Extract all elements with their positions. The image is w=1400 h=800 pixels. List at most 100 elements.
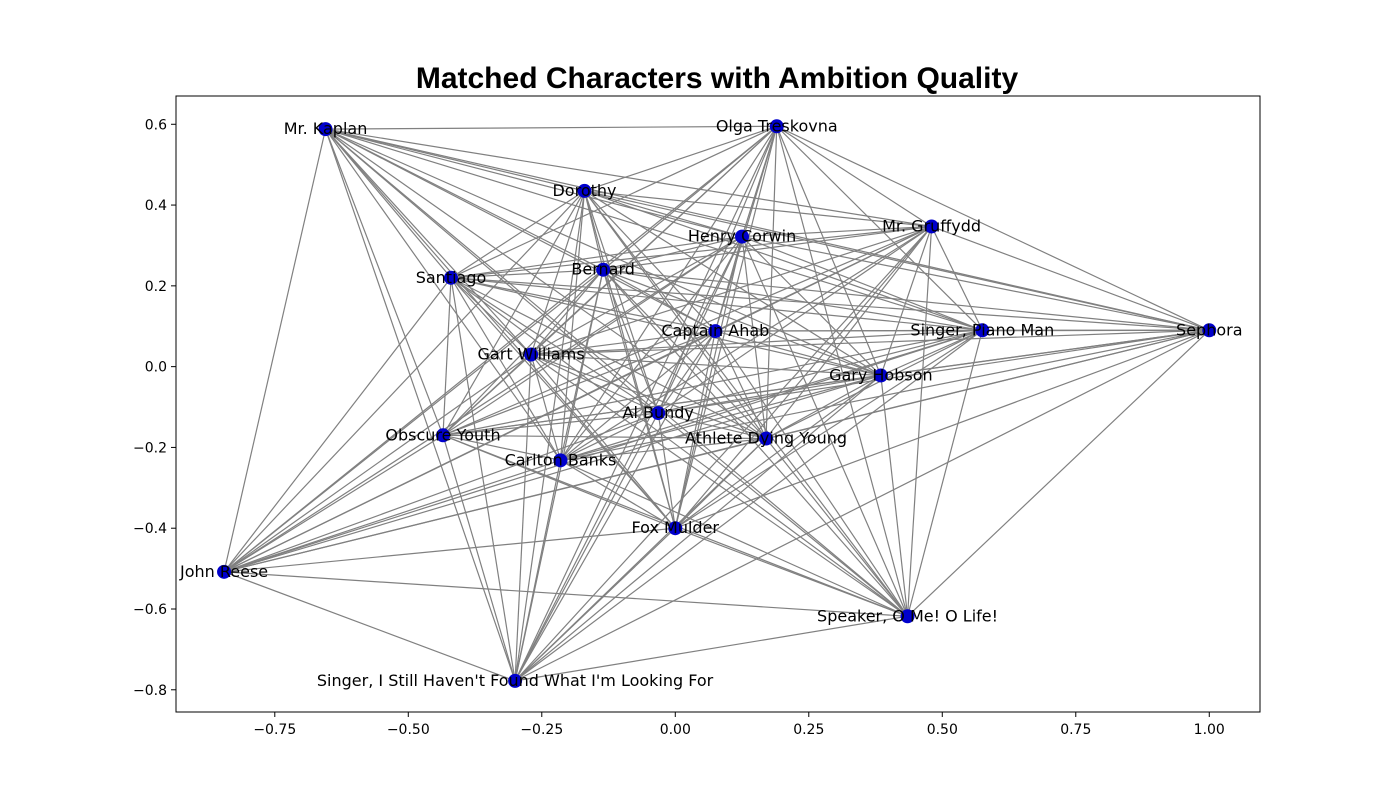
- node-label-athlete-dying-young: Athlete Dying Young: [685, 429, 847, 448]
- edge-carlton-banks--fox-mulder: [560, 459, 676, 529]
- edge-singer-piano-man--gart-williams: [531, 329, 983, 356]
- edge-gary-hobson--singer-i-still-haven-t-found-what-i-m-looking-for: [514, 375, 882, 682]
- edge-bernard--sephora: [603, 269, 1210, 331]
- node-dorothy: [577, 183, 592, 198]
- edge-bernard--john-reese: [223, 269, 604, 573]
- edge-henry-corwin--fox-mulder: [674, 236, 743, 529]
- x-tick-label: 0.00: [660, 722, 691, 738]
- node-layer: [217, 119, 1217, 688]
- edge-singer-piano-man--john-reese: [223, 329, 983, 573]
- edge-mr-kaplan--henry-corwin: [325, 128, 743, 238]
- node-label-john-reese: John Reese: [179, 562, 268, 581]
- edge-henry-corwin--singer-piano-man: [741, 236, 983, 331]
- edge-bernard--gary-hobson: [602, 269, 882, 377]
- edge-obscure-youth--carlton-banks: [442, 434, 561, 461]
- edge-singer-piano-man--carlton-banks: [560, 329, 983, 461]
- edge-olga-treskovna--singer-i-still-haven-t-found-what-i-m-looking-for: [514, 126, 778, 682]
- y-axis: 0.6 0.4 0.2 0.0 −0.2 −0.4 −0.6 −0.8: [133, 117, 176, 699]
- node-henry-corwin: [735, 229, 750, 244]
- edge-bernard--singer-piano-man: [603, 269, 983, 331]
- node-fox-mulder: [668, 521, 683, 536]
- y-tick-label: −0.4: [133, 521, 167, 537]
- edge-mr-gruffydd--athlete-dying-young: [765, 226, 933, 439]
- edge-henry-corwin--gary-hobson: [741, 236, 882, 376]
- edge-olga-treskovna--john-reese: [223, 125, 778, 573]
- edge-gart-williams--singer-i-still-haven-t-found-what-i-m-looking-for: [514, 354, 532, 681]
- edge-singer-piano-man--obscure-youth: [442, 329, 983, 436]
- node-label-bernard: Bernard: [571, 260, 635, 279]
- edge-sephora--singer-i-still-haven-t-found-what-i-m-looking-for: [514, 329, 1210, 682]
- edge-mr-kaplan--mr-gruffydd: [325, 128, 932, 228]
- node-mr-kaplan: [318, 122, 333, 137]
- node-gary-hobson: [873, 368, 888, 383]
- node-obscure-youth: [435, 428, 450, 443]
- edge-gary-hobson--carlton-banks: [560, 374, 882, 461]
- edge-mr-gruffydd--sephora: [931, 225, 1210, 331]
- edge-al-bundy--fox-mulder: [657, 413, 676, 529]
- edge-athlete-dying-young--carlton-banks: [560, 437, 767, 461]
- edge-santiago--captain-ahab: [450, 277, 716, 332]
- edge-olga-treskovna--dorothy: [584, 125, 777, 192]
- edge-mr-kaplan--olga-treskovna: [325, 125, 777, 130]
- node-label-fox-mulder: Fox Mulder: [632, 518, 720, 537]
- edge-singer-piano-man--gary-hobson: [880, 329, 983, 377]
- edge-bernard--captain-ahab: [602, 269, 716, 332]
- y-tick-label: −0.8: [133, 683, 167, 699]
- edge-gary-hobson--athlete-dying-young: [765, 374, 882, 440]
- node-label-obscure-youth: Obscure Youth: [385, 425, 500, 444]
- y-tick-label: 0.6: [145, 117, 167, 133]
- edge-dorothy--henry-corwin: [584, 190, 743, 238]
- x-axis: −0.75 −0.50 −0.25 0.00 0.25 0.50 0.75 1.00: [253, 712, 1225, 738]
- y-tick-label: −0.2: [133, 440, 167, 456]
- edge-al-bundy--obscure-youth: [442, 412, 659, 436]
- edge-dorothy--santiago: [450, 190, 585, 279]
- edge-gart-williams--fox-mulder: [530, 354, 676, 529]
- edge-bernard--obscure-youth: [442, 269, 604, 436]
- y-tick-label: −0.6: [133, 602, 167, 618]
- edge-fox-mulder--john-reese: [224, 527, 676, 573]
- node-singer-piano-man: [975, 323, 990, 338]
- edge-singer-piano-man--athlete-dying-young: [765, 329, 983, 440]
- node-label-sephora: Sephora: [1176, 320, 1242, 339]
- node-athlete-dying-young: [759, 431, 774, 446]
- edge-santiago--singer-i-still-haven-t-found-what-i-m-looking-for: [450, 277, 516, 681]
- edge-singer-piano-man--fox-mulder: [674, 329, 983, 529]
- edge-al-bundy--athlete-dying-young: [658, 412, 767, 440]
- node-bernard: [596, 262, 611, 277]
- edge-mr-gruffydd--speaker-o-me-o-life: [906, 226, 933, 617]
- edge-speaker-o-me-o-life--singer-i-still-haven-t-found-what-i-m-looking-for: [514, 615, 908, 682]
- edge-bernard--fox-mulder: [602, 269, 676, 529]
- edge-mr-kaplan--singer-i-still-haven-t-found-what-i-m-looking-for: [324, 128, 516, 682]
- edge-obscure-youth--athlete-dying-young: [442, 434, 767, 440]
- edge-olga-treskovna--mr-gruffydd: [776, 125, 932, 227]
- node-label-mr-kaplan: Mr. Kaplan: [284, 119, 368, 138]
- edge-sephora--speaker-o-me-o-life: [907, 329, 1210, 617]
- edge-mr-kaplan--john-reese: [223, 128, 327, 572]
- edge-gart-williams--athlete-dying-young: [530, 353, 767, 440]
- edge-olga-treskovna--speaker-o-me-o-life: [776, 126, 909, 617]
- node-label-speaker-o-me-o-life: Speaker, O Me! O Life!: [817, 606, 998, 625]
- edge-santiago--athlete-dying-young: [450, 277, 767, 440]
- y-tick-label: 0.0: [145, 360, 167, 376]
- chart-title: Matched Characters with Ambition Quality: [416, 62, 1019, 95]
- x-tick-label: −0.25: [520, 722, 563, 738]
- edge-gary-hobson--obscure-youth: [442, 374, 881, 436]
- edge-santiago--john-reese: [223, 277, 452, 573]
- edge-bernard--santiago: [450, 269, 604, 279]
- edge-mr-kaplan--sephora: [325, 128, 1210, 331]
- node-john-reese: [217, 564, 232, 579]
- edge-gart-williams--carlton-banks: [530, 354, 562, 461]
- edge-layer: [223, 125, 1210, 682]
- node-label-mr-gruffydd: Mr. Gruffydd: [882, 216, 981, 235]
- edge-john-reese--singer-i-still-haven-t-found-what-i-m-looking-for: [223, 571, 516, 682]
- edge-mr-kaplan--obscure-youth: [324, 128, 444, 436]
- edge-mr-gruffydd--singer-i-still-haven-t-found-what-i-m-looking-for: [514, 226, 933, 682]
- node-carlton-banks: [553, 453, 568, 468]
- edge-bernard--speaker-o-me-o-life: [602, 269, 909, 617]
- node-gart-williams: [524, 347, 539, 362]
- edge-olga-treskovna--gary-hobson: [776, 126, 882, 376]
- edge-gart-williams--gary-hobson: [531, 353, 881, 377]
- edge-captain-ahab--speaker-o-me-o-life: [714, 330, 909, 617]
- edge-henry-corwin--sephora: [741, 235, 1210, 331]
